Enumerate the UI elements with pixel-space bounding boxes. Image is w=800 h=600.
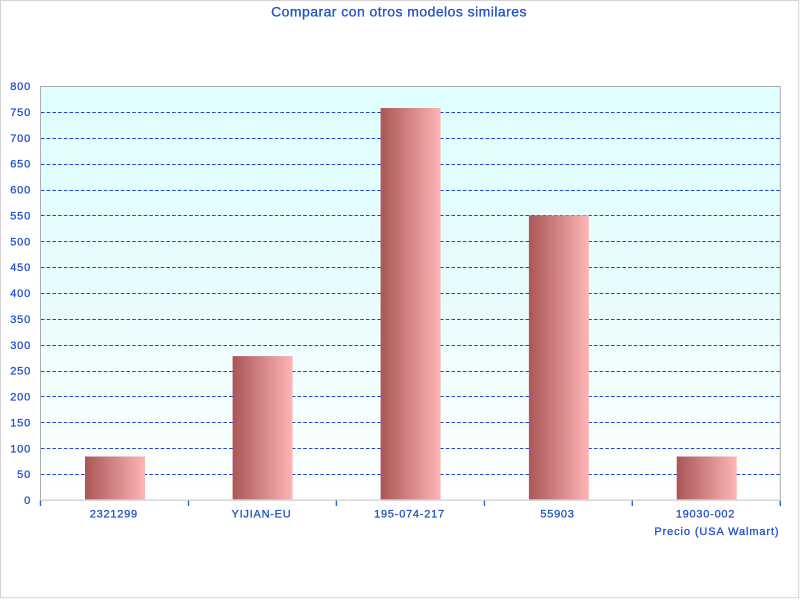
svg-text:600: 600 [10, 185, 31, 197]
svg-text:700: 700 [10, 133, 31, 145]
svg-text:500: 500 [10, 236, 31, 248]
svg-text:195-074-217: 195-074-217 [374, 509, 445, 521]
svg-text:2321299: 2321299 [90, 509, 138, 521]
svg-text:450: 450 [10, 262, 31, 274]
svg-text:650: 650 [10, 159, 31, 171]
svg-text:350: 350 [10, 314, 31, 326]
svg-text:0: 0 [24, 495, 31, 507]
svg-text:Comparar con otros modelos sim: Comparar con otros modelos similares [271, 4, 527, 20]
svg-text:50: 50 [17, 469, 31, 481]
svg-text:200: 200 [10, 392, 31, 404]
svg-text:400: 400 [10, 288, 31, 300]
svg-text:150: 150 [10, 417, 31, 429]
svg-text:300: 300 [10, 340, 31, 352]
svg-text:19030-002: 19030-002 [676, 509, 735, 521]
svg-text:800: 800 [10, 81, 31, 93]
svg-text:750: 750 [10, 107, 31, 119]
svg-text:YIJIAN-EU: YIJIAN-EU [232, 509, 292, 521]
svg-text:55903: 55903 [540, 509, 574, 521]
svg-text:Precio (USA Walmart): Precio (USA Walmart) [654, 526, 779, 538]
svg-text:250: 250 [10, 366, 31, 378]
svg-text:100: 100 [10, 443, 31, 455]
svg-text:550: 550 [10, 210, 31, 222]
